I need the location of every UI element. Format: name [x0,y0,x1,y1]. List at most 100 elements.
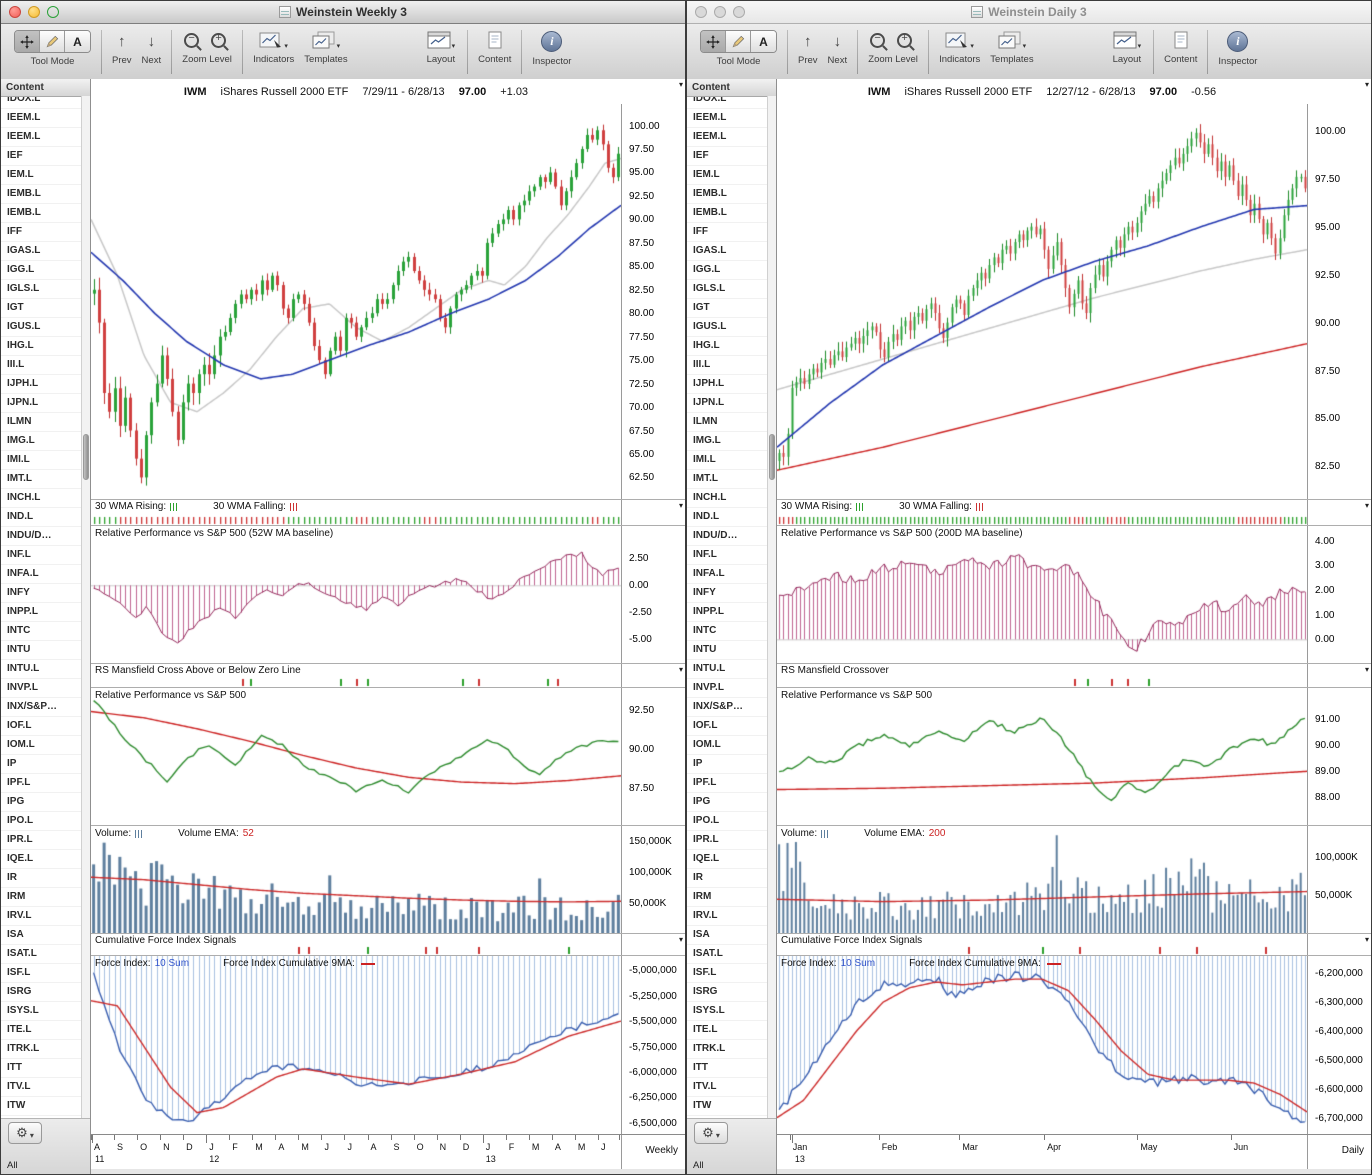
rs-mansfield-chart[interactable] [91,526,621,664]
sidebar-item-img-l[interactable]: IMG.L [687,432,776,451]
sidebar-item-ief[interactable]: IEF [1,147,90,166]
sidebar-item-imi-l[interactable]: IMI.L [687,451,776,470]
indicators-button[interactable] [257,30,290,51]
sidebar-item-irv-l[interactable]: IRV.L [687,907,776,926]
sidebar-item-inpp-l[interactable]: INPP.L [687,603,776,622]
tool-draw-button[interactable] [726,31,751,52]
sidebar-item-iqe-l[interactable]: IQE.L [1,850,90,869]
sidebar-item-isat-l[interactable]: ISAT.L [1,945,90,964]
relative-performance-chart[interactable] [777,688,1307,826]
sidebar-item-inx-s-p-[interactable]: INX/S&P… [687,698,776,717]
sidebar-item-isf-l[interactable]: ISF.L [687,964,776,983]
force-index-chart[interactable] [777,956,1307,1135]
sidebar-item-itrk-l[interactable]: ITRK.L [1,1040,90,1059]
sidebar-item-igg-l[interactable]: IGG.L [1,261,90,280]
sidebar-item-ief[interactable]: IEF [687,147,776,166]
sidebar-item-ipr-l[interactable]: IPR.L [687,831,776,850]
sidebar-item-iemb-l[interactable]: IEMB.L [1,185,90,204]
sidebar-item-intu[interactable]: INTU [1,641,90,660]
sidebar-item-inf-l[interactable]: INF.L [687,546,776,565]
sidebar-item-ieem-l[interactable]: IEEM.L [1,128,90,147]
sidebar-item-ieem-l[interactable]: IEEM.L [687,109,776,128]
sidebar-item-ir[interactable]: IR [687,869,776,888]
sidebar-item-itw[interactable]: ITW [1,1097,90,1116]
sidebar-item-inx-s-p-[interactable]: INX/S&P… [1,698,90,717]
sidebar-item-ite-l[interactable]: ITE.L [687,1021,776,1040]
tool-select-button[interactable] [701,31,726,52]
sidebar-scrollbar[interactable] [81,96,90,1119]
zoom-out-button[interactable] [182,30,205,51]
sidebar-item-ihg-l[interactable]: IHG.L [687,337,776,356]
sidebar-item-infy[interactable]: INFY [1,584,90,603]
sidebar-item-ijpn-l[interactable]: IJPN.L [1,394,90,413]
sidebar-item-ite-l[interactable]: ITE.L [1,1021,90,1040]
sidebar-item-iom-l[interactable]: IOM.L [687,736,776,755]
sidebar-item-isys-l[interactable]: ISYS.L [1,1002,90,1021]
sidebar-item-indu-d-[interactable]: INDU/D… [1,527,90,546]
sidebar-item-iom-l[interactable]: IOM.L [1,736,90,755]
close-button[interactable] [9,6,21,18]
sidebar-item-imi-l[interactable]: IMI.L [1,451,90,470]
zoom-in-button[interactable] [895,30,918,51]
sidebar-item-intu-l[interactable]: INTU.L [687,660,776,679]
zoom-window-button[interactable] [733,6,745,18]
sidebar-item-iemb-l[interactable]: IEMB.L [687,204,776,223]
tool-text-button[interactable]: A [65,31,90,52]
sidebar-item-igas-l[interactable]: IGAS.L [1,242,90,261]
close-button[interactable] [695,6,707,18]
minimize-button[interactable] [714,6,726,18]
sidebar-item-ipg[interactable]: IPG [687,793,776,812]
minimize-button[interactable] [28,6,40,18]
sidebar-item-irv-l[interactable]: IRV.L [1,907,90,926]
sidebar-item-iff[interactable]: IFF [687,223,776,242]
scrollbar-thumb[interactable] [83,433,89,480]
sidebar-item-idox-l[interactable]: IDOX.L [687,97,776,109]
sidebar-item-iemb-l[interactable]: IEMB.L [1,204,90,223]
sidebar-item-intc[interactable]: INTC [1,622,90,641]
templates-button[interactable] [996,30,1029,51]
layout-button[interactable] [1111,30,1144,51]
sidebar-item-intc[interactable]: INTC [687,622,776,641]
tool-select-button[interactable] [15,31,40,52]
sidebar-item-ipo-l[interactable]: IPO.L [687,812,776,831]
sidebar-item-img-l[interactable]: IMG.L [1,432,90,451]
sidebar-item-itv-l[interactable]: ITV.L [1,1078,90,1097]
sidebar-item-indu-d-[interactable]: INDU/D… [687,527,776,546]
sidebar-item-ipr-l[interactable]: IPR.L [1,831,90,850]
sidebar-item-imt-l[interactable]: IMT.L [1,470,90,489]
titlebar[interactable]: Weinstein Weekly 3 [1,1,685,24]
sidebar-item-invp-l[interactable]: INVP.L [687,679,776,698]
inspector-button[interactable] [539,30,564,53]
volume-chart[interactable] [91,826,621,934]
sidebar-item-ind-l[interactable]: IND.L [687,508,776,527]
sidebar-item-invp-l[interactable]: INVP.L [1,679,90,698]
panel-disclosure[interactable] [679,501,683,510]
sidebar-item-ipo-l[interactable]: IPO.L [1,812,90,831]
tool-draw-button[interactable] [40,31,65,52]
content-button[interactable] [481,30,509,51]
sidebar-item-irm[interactable]: IRM [687,888,776,907]
sidebar-item-isa[interactable]: ISA [687,926,776,945]
zoom-in-button[interactable] [209,30,232,51]
sidebar-item-iem-l[interactable]: IEM.L [687,166,776,185]
sidebar-item-intu-l[interactable]: INTU.L [1,660,90,679]
sidebar-item-igas-l[interactable]: IGAS.L [687,242,776,261]
panel-disclosure[interactable] [679,935,683,944]
sidebar-item-igt[interactable]: IGT [687,299,776,318]
sidebar-item-inch-l[interactable]: INCH.L [1,489,90,508]
sidebar-item-ihg-l[interactable]: IHG.L [1,337,90,356]
action-gear-button[interactable] [694,1122,728,1144]
sidebar-item-igus-l[interactable]: IGUS.L [687,318,776,337]
inspector-button[interactable] [1225,30,1250,53]
panel-disclosure[interactable] [1365,935,1369,944]
volume-chart[interactable] [777,826,1307,934]
sidebar-item-itt[interactable]: ITT [687,1059,776,1078]
sidebar-item-iem-l[interactable]: IEM.L [1,166,90,185]
sidebar-item-itv-l[interactable]: ITV.L [687,1078,776,1097]
sidebar-item-intu[interactable]: INTU [687,641,776,660]
sidebar-item-itw[interactable]: ITW [687,1097,776,1116]
relative-performance-chart[interactable] [91,688,621,826]
panel-disclosure[interactable] [1365,80,1369,89]
sidebar-item-iof-l[interactable]: IOF.L [1,717,90,736]
sidebar-item-imt-l[interactable]: IMT.L [687,470,776,489]
